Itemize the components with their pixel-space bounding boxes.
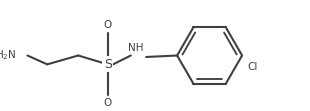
- Text: O: O: [104, 20, 112, 30]
- Text: H$_2$N: H$_2$N: [0, 49, 16, 62]
- Text: O: O: [104, 98, 112, 108]
- Text: NH: NH: [128, 43, 144, 53]
- Text: Cl: Cl: [247, 62, 258, 72]
- Text: S: S: [104, 58, 112, 71]
